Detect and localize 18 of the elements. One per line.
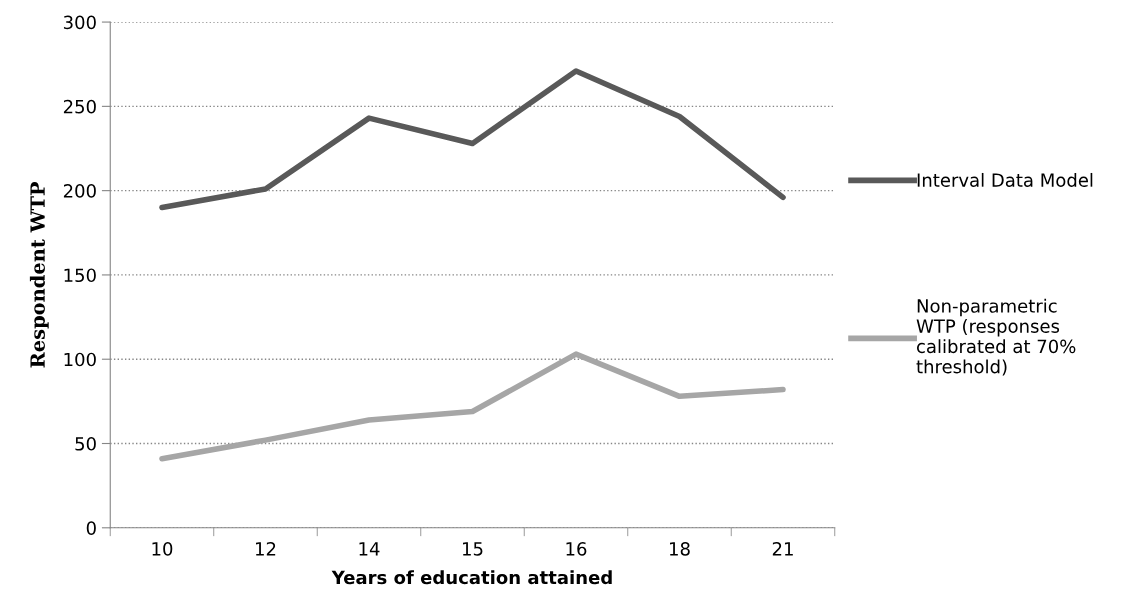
legend-label: Non-parametric WTP (responses calibrated at 70% threshold) (916, 298, 1076, 376)
legend-label: Interval Data Model (917, 172, 1093, 187)
y-tick-label: 200 (63, 184, 96, 198)
y-axis-title: Respondent WTP (29, 181, 49, 368)
y-tick-label: 150 (64, 268, 96, 283)
y-tick-label: 50 (75, 436, 96, 451)
x-tick-label: 12 (256, 542, 276, 556)
x-axis-title: Years of education attained (331, 570, 612, 585)
x-tick-label: 14 (359, 542, 380, 556)
y-tick-label: 300 (63, 15, 96, 30)
x-tick-label: 16 (566, 542, 587, 556)
x-tick-label: 21 (772, 542, 793, 556)
y-tick-label: 250 (63, 99, 96, 114)
x-tick-label: 18 (670, 542, 690, 556)
x-tick-label: 10 (152, 542, 173, 556)
x-tick-label: 15 (463, 542, 483, 556)
y-tick-label: 100 (64, 352, 96, 367)
y-tick-label: 0 (86, 521, 96, 535)
